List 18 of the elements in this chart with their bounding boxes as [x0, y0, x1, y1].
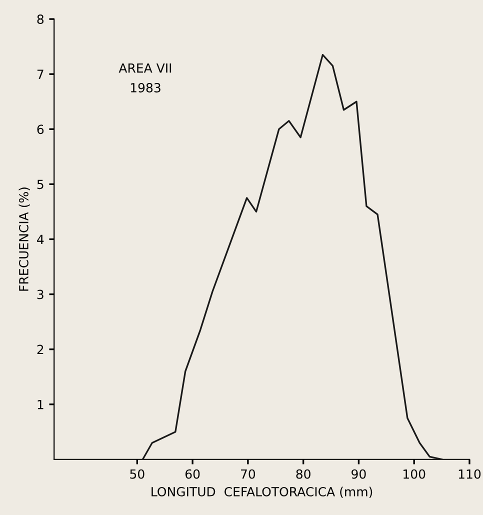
- y-tick-label: 7: [37, 70, 44, 79]
- x-tick-label: 60: [185, 469, 200, 479]
- y-tick-label: 5: [37, 180, 44, 190]
- x-tick-label: 90: [352, 469, 366, 479]
- y-tick-label: 6: [37, 124, 44, 134]
- x-tick-label: 50: [130, 469, 144, 479]
- x-tick-label: 70: [241, 469, 256, 479]
- y-tick-label: 4: [37, 234, 44, 244]
- y-tick-label: 1: [38, 400, 44, 410]
- x-axis-title: LONGITUD CEFALOTORACICA (mm): [152, 486, 372, 498]
- y-axis-title: FRECUENCIA (%): [18, 188, 30, 291]
- y-tick-label: 2: [37, 344, 44, 354]
- x-tick-label: 110: [458, 469, 481, 479]
- x-tick-label: 80: [296, 469, 310, 479]
- y-tick-label: 3: [37, 290, 44, 300]
- y-tick-label: 8: [37, 14, 44, 24]
- annotation: AREA VII 1983: [118, 63, 172, 92]
- x-tick-label: 100: [404, 469, 426, 479]
